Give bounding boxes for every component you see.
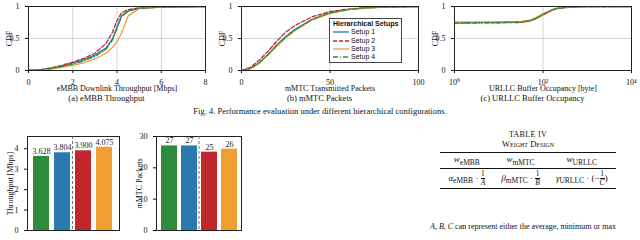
- svg-text:URLLC Buffer Occupancy [byte]: URLLC Buffer Occupancy [byte]: [489, 84, 597, 93]
- svg-text:26: 26: [226, 140, 234, 149]
- svg-text:100: 100: [413, 78, 425, 87]
- svg-text:Throughput [Mbps]: Throughput [Mbps]: [6, 152, 15, 216]
- html-text:A, B, C can represent either t: A, B, C can represent either the average…: [430, 222, 616, 231]
- html-text:wURLLC: wURLLC: [566, 154, 598, 167]
- svg-text:3.900: 3.900: [75, 141, 93, 150]
- svg-text:1: 1: [229, 2, 233, 11]
- html-text:(b) mMTC Packets: (b) mMTC Packets: [286, 93, 353, 103]
- svg-text:3: 3: [14, 164, 19, 174]
- html-text:TABLE IV: TABLE IV: [509, 130, 547, 139]
- svg-text:0.5: 0.5: [9, 34, 20, 44]
- svg-text:1: 1: [14, 205, 19, 215]
- svg-text:0: 0: [240, 78, 244, 87]
- svg-text:30: 30: [140, 132, 148, 141]
- svg-text:0: 0: [15, 226, 19, 235]
- svg-text:4: 4: [14, 144, 19, 154]
- svg-text:10⁰: 10⁰: [449, 78, 460, 87]
- svg-text:CDF: CDF: [5, 30, 14, 46]
- svg-text:25: 25: [206, 143, 214, 152]
- html-text:Hierarchical Setups: Hierarchical Setups: [333, 20, 399, 27]
- svg-text:8: 8: [204, 78, 208, 87]
- html-text:βmMTC·1: βmMTC·1: [501, 168, 540, 186]
- html-text:Setup 3: Setup 3: [351, 44, 376, 52]
- svg-text:10⁴: 10⁴: [626, 78, 637, 87]
- svg-text:2: 2: [14, 185, 19, 195]
- svg-text:0.5: 0.5: [222, 34, 233, 44]
- html-text:B: B: [535, 177, 540, 187]
- html-text:wmMTC: wmMTC: [506, 154, 535, 167]
- svg-text:0: 0: [229, 66, 233, 75]
- svg-text:CDF: CDF: [218, 30, 227, 46]
- svg-text:3.628: 3.628: [33, 147, 51, 156]
- html-text:γURLLC· (−1: γURLLC· (−1: [555, 168, 604, 186]
- svg-text:0.5: 0.5: [435, 34, 446, 44]
- svg-text:0: 0: [144, 226, 148, 235]
- svg-text:3.804: 3.804: [54, 143, 72, 152]
- svg-text:0: 0: [27, 78, 31, 87]
- html-text:Setup 2: Setup 2: [351, 36, 376, 44]
- svg-text:mMTC Packets: mMTC Packets: [135, 159, 144, 209]
- svg-text:eMBB Downlink Throughput [Mbps: eMBB Downlink Throughput [Mbps]: [57, 84, 178, 93]
- svg-text:mMTC Transmitted Packets: mMTC Transmitted Packets: [285, 84, 375, 93]
- svg-text:4.075: 4.075: [96, 138, 114, 147]
- svg-text:0: 0: [442, 66, 446, 75]
- svg-text:CDF: CDF: [431, 30, 440, 46]
- svg-text:1: 1: [442, 2, 446, 11]
- html-text:weMBB: weMBB: [453, 154, 480, 167]
- html-text:Setup 4: Setup 4: [351, 53, 376, 61]
- html-text:C): C): [599, 172, 608, 187]
- html-text:Fig. 4. Performance evaluation: Fig. 4. Performance evaluation under dif…: [193, 106, 447, 116]
- svg-text:1: 1: [16, 2, 20, 11]
- svg-text:27: 27: [186, 136, 194, 145]
- html-text:(a) eMBB Throughput: (a) eMBB Throughput: [68, 93, 145, 103]
- html-text:Setup 1: Setup 1: [351, 28, 376, 36]
- html-text:Weight Design: Weight Design: [502, 139, 554, 149]
- svg-text:27: 27: [166, 136, 174, 145]
- html-text:(c) URLLC Buffer Occupancy: (c) URLLC Buffer Occupancy: [480, 93, 585, 103]
- html-text:A: A: [480, 177, 486, 187]
- html-text:αeMBB·1: αeMBB·1: [448, 168, 485, 186]
- svg-text:0: 0: [16, 66, 20, 75]
